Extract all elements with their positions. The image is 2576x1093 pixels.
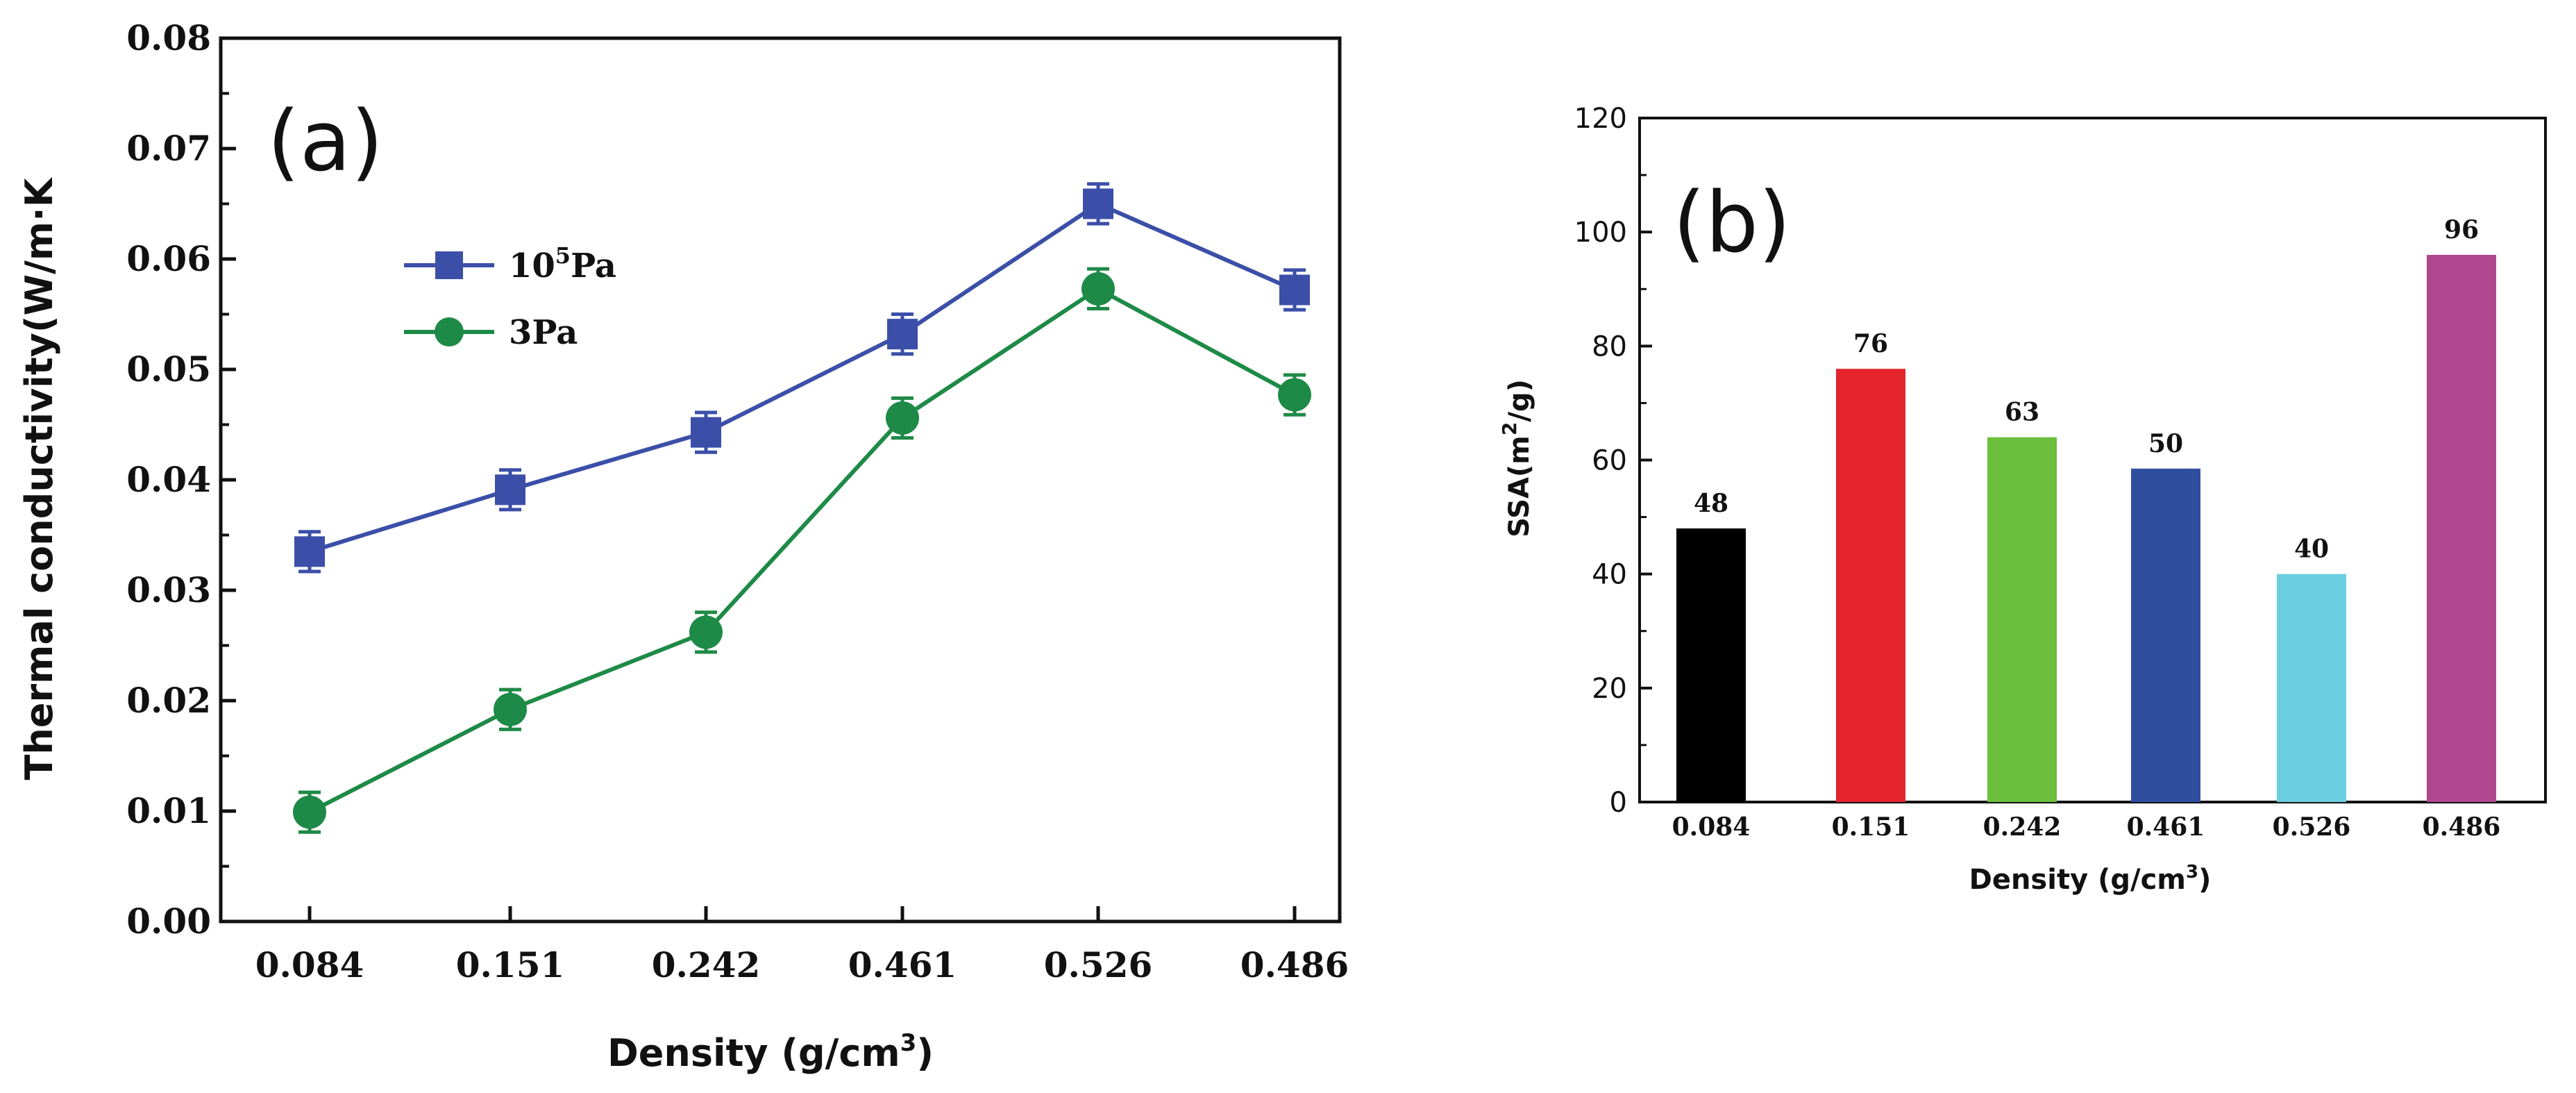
y-tick-label: 0.03 xyxy=(126,569,211,610)
x-tick-label: 0.151 xyxy=(456,944,565,985)
x-tick-label: 0.084 xyxy=(1672,812,1751,842)
series-1 xyxy=(294,182,1310,574)
data-point xyxy=(1278,378,1311,412)
y-tick-label: 40 xyxy=(1592,559,1627,591)
bar xyxy=(2427,255,2496,802)
y-tick-label: 60 xyxy=(1592,445,1627,477)
panel-a-y-axis: 0.00 0.01 0.02 0.03 0.04 0.05 0.06 0.07 0.08 xyxy=(126,17,236,942)
bar-value-label: 48 xyxy=(1694,489,1728,518)
data-point xyxy=(293,795,326,829)
bar xyxy=(1676,528,1746,802)
x-tick-label: 0.242 xyxy=(652,944,761,985)
y-tick-label: 120 xyxy=(1574,103,1627,135)
y-tick-label: 0.08 xyxy=(126,17,211,58)
data-point xyxy=(1083,188,1113,219)
series-line xyxy=(308,286,1296,815)
data-point xyxy=(886,401,919,435)
x-tick-label: 0.486 xyxy=(1240,944,1349,985)
y-tick-label: 0.04 xyxy=(126,459,211,500)
series-line xyxy=(309,201,1296,554)
bar-value-label: 76 xyxy=(1853,329,1888,358)
y-tick-label: 0.07 xyxy=(126,128,211,169)
x-tick-label: 0.461 xyxy=(848,944,957,985)
panel-a-plot-frame xyxy=(219,36,1342,924)
bar-value-label: 63 xyxy=(2005,398,2039,427)
legend-square-marker xyxy=(435,251,463,279)
bar-value-label: 50 xyxy=(2148,429,2183,458)
panel-b: (b) 0 20 40 60 80 100 120 48 0.084 76 0.151 63 0.24… xyxy=(1498,103,2547,896)
panel-a: (a) 0.00 0.01 0.02 0.03 0.04 0.05 0.06 0.07 0.08… xyxy=(17,17,1349,1075)
y-tick-label: 80 xyxy=(1592,331,1627,362)
data-point xyxy=(887,319,918,350)
x-tick-label: 0.526 xyxy=(1044,944,1153,985)
y-tick-label: 100 xyxy=(1574,217,1627,249)
data-point xyxy=(689,615,723,649)
y-tick-label: 0 xyxy=(1610,787,1627,819)
x-tick-label: 0.461 xyxy=(2127,812,2205,842)
data-point xyxy=(294,536,325,567)
bar xyxy=(2277,574,2346,802)
bar xyxy=(1987,437,2057,802)
y-tick-label: 0.00 xyxy=(126,901,211,942)
x-tick-label: 0.084 xyxy=(255,944,364,985)
data-point xyxy=(495,474,525,506)
series-2 xyxy=(293,267,1311,834)
x-tick-label: 0.526 xyxy=(2273,812,2351,842)
panel-b-y-axis-label: SSA(m2/g) xyxy=(1498,379,1535,537)
y-tick-label: 0.02 xyxy=(126,680,211,721)
y-tick-label: 20 xyxy=(1592,673,1627,705)
legend-circle-marker xyxy=(435,317,464,347)
x-tick-label: 0.242 xyxy=(1983,812,2062,842)
panel-a-label: (a) xyxy=(267,94,383,190)
bar xyxy=(1836,369,1905,802)
legend-label-series-2: 3Pa xyxy=(509,313,578,352)
panel-a-legend: 105Pa 3Pa xyxy=(404,242,616,352)
bar-value-label: 40 xyxy=(2294,535,2329,564)
panel-b-x-axis-label: Density (g/cm3) xyxy=(1969,862,2212,896)
bar-value-label: 96 xyxy=(2444,215,2479,244)
x-tick-label: 0.486 xyxy=(2423,812,2501,842)
panel-a-y-axis-label: Thermal conductivity(W/m·K xyxy=(17,176,61,780)
panel-a-x-axis: 0.084 0.151 0.242 0.461 0.526 0.486 xyxy=(255,906,1349,985)
y-tick-label: 0.06 xyxy=(126,238,211,279)
data-point xyxy=(494,692,527,726)
panel-b-label: (b) xyxy=(1673,175,1791,272)
y-tick-label: 0.01 xyxy=(126,790,211,831)
data-point xyxy=(691,417,721,448)
panel-a-series xyxy=(293,182,1311,834)
panel-b-bars: 48 0.084 76 0.151 63 0.242 50 0.461 40 0.526 96 0.4… xyxy=(1672,215,2501,842)
legend-label-series-1: 105Pa xyxy=(509,242,616,285)
panel-a-x-axis-label: Density (g/cm3) xyxy=(607,1029,934,1075)
data-point xyxy=(1279,274,1310,306)
bar xyxy=(2131,468,2200,802)
y-tick-label: 0.05 xyxy=(126,349,211,390)
x-tick-label: 0.151 xyxy=(1832,812,1910,842)
data-point xyxy=(1081,272,1115,306)
panel-b-y-axis: 0 20 40 60 80 100 120 xyxy=(1574,103,1652,819)
